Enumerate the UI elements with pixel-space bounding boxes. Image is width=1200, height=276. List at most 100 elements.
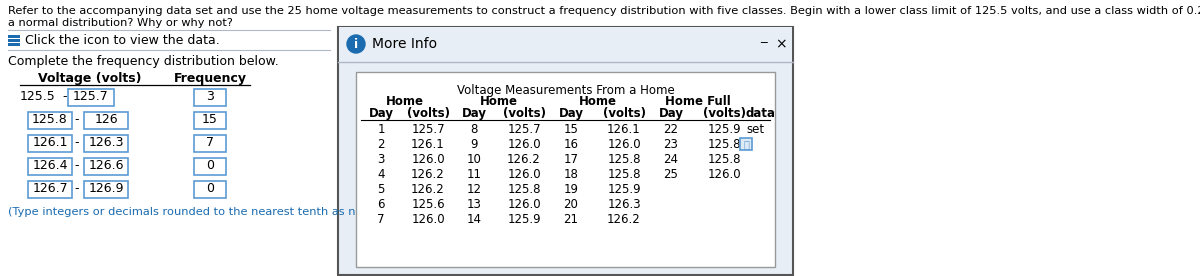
Text: Home: Home (480, 95, 518, 108)
Text: 125.8: 125.8 (607, 153, 641, 166)
Text: 125.7: 125.7 (73, 90, 109, 103)
Bar (194, 181, 226, 198)
Text: 126.0: 126.0 (707, 168, 740, 181)
Text: 5: 5 (377, 183, 385, 196)
Text: Click the icon to view the data.: Click the icon to view the data. (25, 34, 220, 47)
Text: 126.0: 126.0 (508, 198, 541, 211)
Text: 125.7: 125.7 (508, 123, 541, 136)
Bar (194, 135, 226, 152)
Text: 19: 19 (564, 183, 578, 196)
Text: -: - (74, 182, 79, 195)
Text: 125.8: 125.8 (508, 183, 541, 196)
Text: 126.1: 126.1 (412, 138, 445, 151)
Text: Complete the frequency distribution below.: Complete the frequency distribution belo… (8, 55, 278, 68)
Text: 126.0: 126.0 (508, 168, 541, 181)
Text: 4: 4 (377, 168, 385, 181)
Text: 126.3: 126.3 (607, 198, 641, 211)
Text: 126.9: 126.9 (89, 182, 124, 195)
Text: Day: Day (659, 107, 684, 120)
Text: 21: 21 (564, 213, 578, 226)
Text: Frequency: Frequency (174, 72, 246, 85)
Text: 126.7: 126.7 (32, 182, 68, 195)
Text: Day: Day (462, 107, 486, 120)
Text: Refer to the accompanying data set and use the 25 home voltage measurements to c: Refer to the accompanying data set and u… (8, 6, 1200, 16)
Text: 125.8: 125.8 (707, 153, 740, 166)
Text: 10: 10 (467, 153, 481, 166)
Text: 7: 7 (377, 213, 385, 226)
Bar (356, 72, 775, 267)
Bar (8, 38, 12, 42)
Text: 126.0: 126.0 (508, 138, 541, 151)
Text: 9: 9 (470, 138, 478, 151)
Bar (84, 135, 128, 152)
Text: (volts): (volts) (702, 107, 745, 120)
Text: 15: 15 (564, 123, 578, 136)
Text: 15: 15 (202, 113, 218, 126)
Text: (volts): (volts) (503, 107, 546, 120)
Text: 17: 17 (564, 153, 578, 166)
Text: Home: Home (385, 95, 424, 108)
Bar (340, 27, 792, 62)
Text: 125.9: 125.9 (508, 213, 541, 226)
Text: 12: 12 (467, 183, 481, 196)
Text: Day: Day (558, 107, 583, 120)
Bar (16, 38, 19, 42)
Text: 6: 6 (377, 198, 385, 211)
Text: 126.0: 126.0 (412, 213, 445, 226)
Text: 16: 16 (564, 138, 578, 151)
Text: 11: 11 (467, 168, 481, 181)
Text: 126.2: 126.2 (607, 213, 641, 226)
Bar (12, 38, 16, 42)
Text: ⧉: ⧉ (743, 139, 749, 149)
Text: Voltage (volts): Voltage (volts) (38, 72, 142, 85)
Text: 8: 8 (470, 123, 478, 136)
Text: 126.0: 126.0 (412, 153, 445, 166)
Text: 126: 126 (94, 113, 118, 126)
Bar (28, 135, 72, 152)
Bar (28, 181, 72, 198)
Text: -: - (74, 113, 79, 126)
Circle shape (347, 35, 365, 53)
Bar (84, 181, 128, 198)
Bar (194, 89, 226, 106)
Text: 126.2: 126.2 (412, 183, 445, 196)
Text: 18: 18 (564, 168, 578, 181)
Bar (8, 34, 12, 38)
Text: 23: 23 (664, 138, 678, 151)
Text: data: data (746, 107, 776, 120)
Bar (8, 43, 12, 46)
Text: 126.6: 126.6 (89, 159, 124, 172)
Text: 20: 20 (564, 198, 578, 211)
Text: 25: 25 (664, 168, 678, 181)
Text: 126.2: 126.2 (412, 168, 445, 181)
Text: i: i (354, 38, 358, 51)
Text: 126.4: 126.4 (32, 159, 67, 172)
Text: 0: 0 (206, 182, 214, 195)
Text: (volts): (volts) (407, 107, 450, 120)
Bar (194, 158, 226, 175)
Bar (28, 158, 72, 175)
Text: 125.8: 125.8 (32, 113, 68, 126)
Text: 13: 13 (467, 198, 481, 211)
Bar (16, 43, 19, 46)
Text: -: - (74, 159, 79, 172)
Bar (12, 43, 16, 46)
Bar (740, 138, 752, 150)
Text: 14: 14 (467, 213, 481, 226)
Text: 125.7: 125.7 (412, 123, 445, 136)
Text: 0: 0 (206, 159, 214, 172)
Text: 2: 2 (377, 138, 385, 151)
Text: Voltage Measurements From a Home: Voltage Measurements From a Home (457, 84, 674, 97)
Text: 126.1: 126.1 (607, 123, 641, 136)
Text: Home Full: Home Full (665, 95, 731, 108)
Text: 22: 22 (664, 123, 678, 136)
Bar (194, 112, 226, 129)
Text: 125.6: 125.6 (412, 198, 445, 211)
Text: set: set (746, 123, 764, 136)
Bar (28, 112, 72, 129)
Text: Day: Day (368, 107, 394, 120)
Text: a normal distribution? Why or why not?: a normal distribution? Why or why not? (8, 18, 233, 28)
Text: 3: 3 (377, 153, 385, 166)
Text: 126.0: 126.0 (607, 138, 641, 151)
Text: 125.8: 125.8 (607, 168, 641, 181)
